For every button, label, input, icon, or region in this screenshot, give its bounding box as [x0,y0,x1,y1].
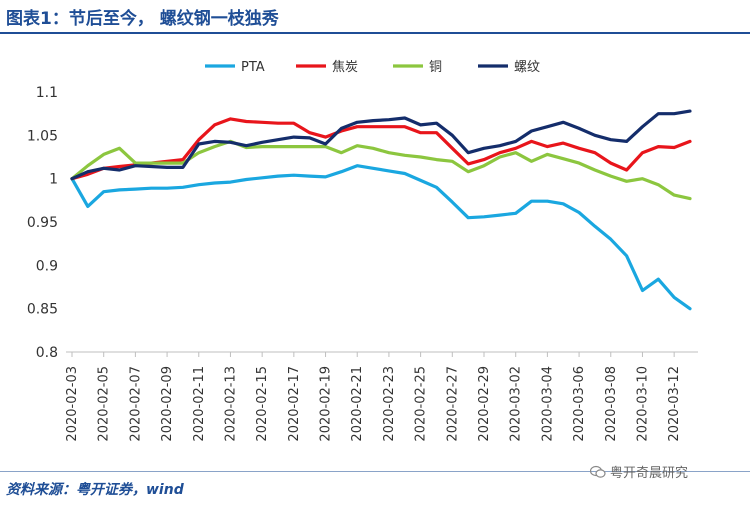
x-tick-label: 2020-02-17 [287,366,302,442]
footer-divider [0,471,750,472]
watermark-text: 粤开奇晨研究 [610,466,689,481]
x-tick-label: 2020-02-27 [445,366,460,442]
x-tick-label: 2020-02-09 [160,366,175,442]
y-tick-label: 0.9 [36,258,58,274]
series-line-铜 [70,139,692,201]
chart-title: 图表1：节后至今， 螺纹钢一枝独秀 [6,9,279,29]
y-tick-label: 1.05 [27,128,58,144]
x-tick-label: 2020-03-08 [604,366,619,442]
x-tick-label: 2020-03-12 [667,366,682,442]
x-tick-label: 2020-03-02 [509,366,524,442]
title-divider [0,32,750,34]
x-tick-label: 2020-03-04 [540,366,555,442]
y-tick-label: 1 [49,172,58,188]
x-tick-label: 2020-02-29 [477,366,492,442]
legend: PTA 焦炭 铜 螺纹 [205,60,540,75]
x-tick-label: 2020-02-07 [128,366,143,442]
x-tick-label: 2020-02-11 [192,366,207,442]
legend-label: 螺纹 [514,60,540,75]
series-line-PTA [70,164,692,311]
x-tick-label: 2020-02-19 [319,366,334,442]
x-tick-label: 2020-02-03 [65,366,80,442]
series-line-螺纹 [70,109,692,181]
x-tick-label: 2020-02-05 [97,366,112,442]
legend-label: 焦炭 [332,60,358,75]
x-tick-label: 2020-02-15 [255,366,270,442]
y-tick-label: 0.85 [27,302,58,318]
x-axis: 2020-02-03 2020-02-05 2020-02-07 2020-02-09… [65,351,698,442]
legend-label: PTA [241,60,265,75]
x-tick-label: 2020-03-06 [572,366,587,442]
watermark: 粤开奇晨研究 [590,462,688,481]
x-tick-label: 2020-02-25 [414,366,429,442]
x-tick-label: 2020-03-10 [635,366,650,442]
legend-label: 铜 [429,60,442,75]
wechat-icon [590,465,606,478]
source-note: 资料来源：粤开证券，wind [6,482,184,498]
y-tick-label: 0.95 [27,215,58,231]
x-tick-label: 2020-02-13 [223,366,238,442]
y-tick-label: 1.1 [36,85,58,101]
y-tick-label: 0.8 [36,345,58,361]
x-tick-label: 2020-02-21 [350,366,365,442]
series-lines [70,109,692,311]
x-tick-label: 2020-02-23 [382,366,397,442]
line-chart: 2020-02-03 2020-02-05 2020-02-07 2020-02-09… [27,60,698,442]
y-axis: 0.8 0.85 0.9 0.95 1 1.05 1.1 [27,85,58,361]
series-line-焦炭 [70,117,692,181]
